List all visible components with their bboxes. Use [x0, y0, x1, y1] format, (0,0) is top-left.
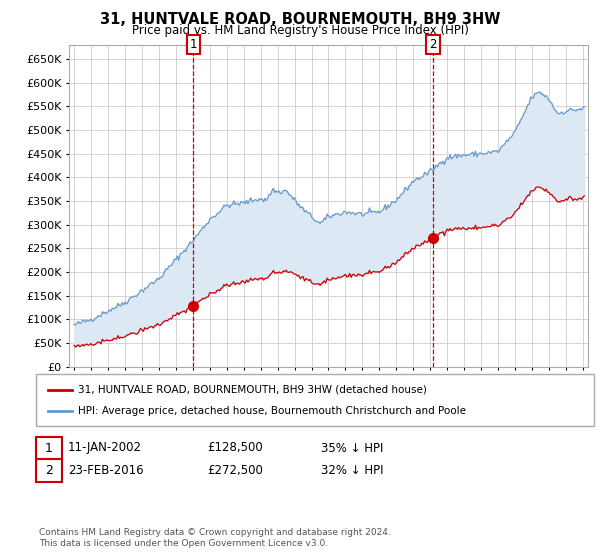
Text: 31, HUNTVALE ROAD, BOURNEMOUTH, BH9 3HW: 31, HUNTVALE ROAD, BOURNEMOUTH, BH9 3HW	[100, 12, 500, 27]
Text: 11-JAN-2002: 11-JAN-2002	[68, 441, 142, 455]
Text: 1: 1	[45, 441, 53, 455]
Text: 35% ↓ HPI: 35% ↓ HPI	[321, 441, 383, 455]
Text: £272,500: £272,500	[207, 464, 263, 477]
Text: Contains HM Land Registry data © Crown copyright and database right 2024.
This d: Contains HM Land Registry data © Crown c…	[39, 528, 391, 548]
Text: 31, HUNTVALE ROAD, BOURNEMOUTH, BH9 3HW (detached house): 31, HUNTVALE ROAD, BOURNEMOUTH, BH9 3HW …	[78, 385, 427, 395]
Text: HPI: Average price, detached house, Bournemouth Christchurch and Poole: HPI: Average price, detached house, Bour…	[78, 407, 466, 416]
Text: 2: 2	[429, 38, 437, 52]
Text: 32% ↓ HPI: 32% ↓ HPI	[321, 464, 383, 477]
Text: Price paid vs. HM Land Registry's House Price Index (HPI): Price paid vs. HM Land Registry's House …	[131, 24, 469, 36]
Text: 1: 1	[190, 38, 197, 52]
Text: 2: 2	[45, 464, 53, 477]
Text: 23-FEB-2016: 23-FEB-2016	[68, 464, 143, 477]
Text: £128,500: £128,500	[207, 441, 263, 455]
